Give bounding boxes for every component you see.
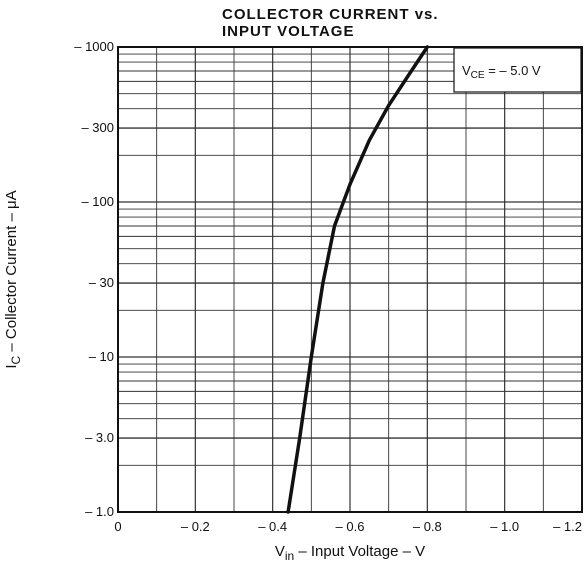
x-tick-label: – 0.6 [336,519,365,534]
y-tick-label: – 10 [89,349,114,364]
y-tick-label: – 1.0 [85,504,114,519]
annotation-box [453,47,582,93]
annotation-sub: CE [471,70,485,81]
x-axis-label-main: V [275,543,285,560]
x-tick-label: – 1.0 [490,519,519,534]
y-axis-label-rest: – Collector Current – μA [3,190,20,355]
x-axis-label-sub: in [285,549,294,563]
x-axis-label-rest: – Input Voltage – V [294,543,425,560]
y-tick-label: – 3.0 [85,430,114,445]
y-tick-label: – 1000 [74,39,114,54]
x-tick-label: – 0.2 [181,519,210,534]
x-tick-label: 0 [114,519,121,534]
y-axis-label: IC – Collector Current – μA [3,190,23,368]
x-tick-label: – 1.2 [553,519,582,534]
series-line [286,45,430,514]
grid-lines [118,47,582,512]
annotation-text: VCE = – 5.0 V [462,63,541,81]
x-tick-label: – 0.4 [258,519,287,534]
vce-annotation: VCE = – 5.0 V [453,47,582,93]
x-axis-label: Vin – Input Voltage – V [275,543,425,563]
x-tick-label: – 0.8 [413,519,442,534]
y-tick-label: – 300 [81,120,114,135]
chart-title-line-2: INPUT VOLTAGE [222,23,355,40]
y-tick-label: – 100 [81,194,114,209]
y-tick-label: – 30 [89,275,114,290]
y-tick-labels: – 1000 – 300 – 100 – 30 – 10 – 3.0 – 1.0 [74,39,114,519]
y-axis-label-pre: I [3,364,20,368]
annotation-rest: = – 5.0 V [485,63,541,78]
annotation-main: V [462,63,471,78]
y-axis-label-sub: C [9,355,23,364]
chart-title-line-1: COLLECTOR CURRENT vs. [222,6,439,23]
plot-frame [117,46,583,513]
x-tick-labels: 0 – 0.2 – 0.4 – 0.6 – 0.8 – 1.0 – 1.2 [114,519,582,534]
